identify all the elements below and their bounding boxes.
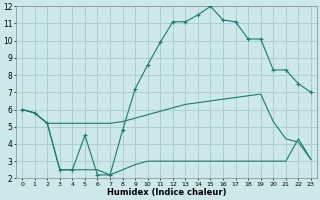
X-axis label: Humidex (Indice chaleur): Humidex (Indice chaleur) [107,188,226,197]
